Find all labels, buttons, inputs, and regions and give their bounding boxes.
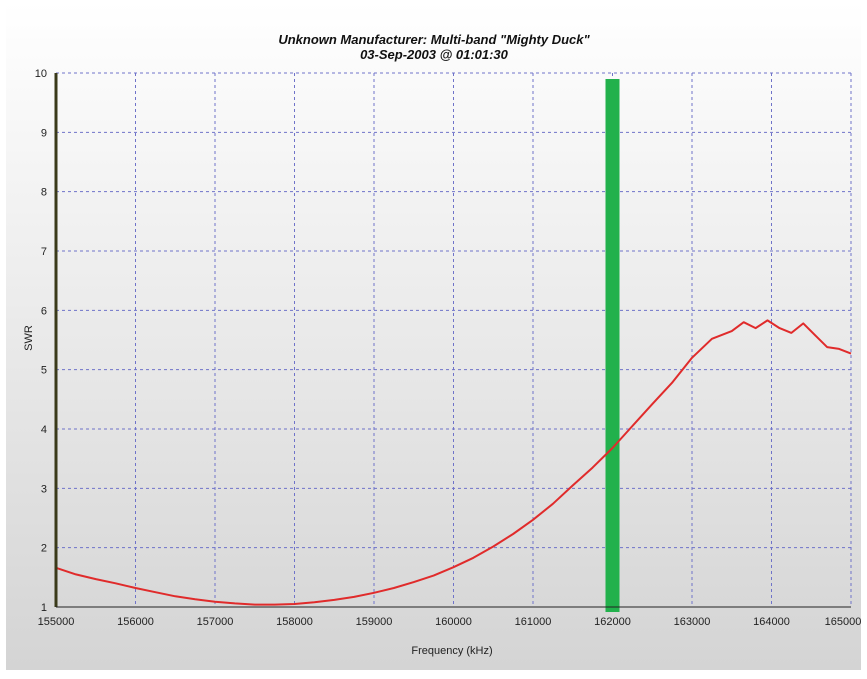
frequency-marker-bar <box>605 79 620 612</box>
y-tick-label: 4 <box>41 424 47 436</box>
y-tick-label: 1 <box>41 602 47 614</box>
x-axis-title: Frequency (kHz) <box>411 645 492 657</box>
chart-title: Unknown Manufacturer: Multi-band "Mighty… <box>278 32 590 47</box>
swr-series-line <box>55 319 852 606</box>
y-tick-label: 9 <box>41 127 47 139</box>
y-tick-labels: 1 2 3 4 5 6 7 8 9 10 <box>35 68 47 614</box>
y-tick-label: 2 <box>41 543 47 555</box>
y-tick-label: 7 <box>41 246 47 258</box>
x-tick-label: 162000 <box>594 616 631 628</box>
x-tick-label: 156000 <box>117 616 154 628</box>
x-tick-label: 164000 <box>753 616 790 628</box>
series-layer <box>55 319 852 606</box>
y-tick-label: 5 <box>41 365 47 377</box>
x-tick-label: 165000 <box>825 616 862 628</box>
marker-layer <box>605 79 620 612</box>
x-tick-label: 159000 <box>356 616 393 628</box>
y-tick-label: 10 <box>35 68 47 80</box>
chart-background <box>6 2 861 670</box>
x-tick-labels: 155000 156000 157000 158000 159000 160000 1610… <box>38 616 862 628</box>
x-tick-label: 155000 <box>38 616 75 628</box>
x-tick-label: 161000 <box>515 616 552 628</box>
axes <box>54 73 851 608</box>
y-axis-title: SWR <box>23 325 35 351</box>
x-tick-label: 157000 <box>197 616 234 628</box>
y-tick-label: 6 <box>41 305 47 317</box>
x-tick-label: 158000 <box>276 616 313 628</box>
x-tick-label: 163000 <box>674 616 711 628</box>
y-tick-label: 8 <box>41 187 47 199</box>
chart-subtitle: 03-Sep-2003 @ 01:01:30 <box>360 47 509 62</box>
y-tick-label: 3 <box>41 483 47 495</box>
x-tick-label: 160000 <box>435 616 472 628</box>
